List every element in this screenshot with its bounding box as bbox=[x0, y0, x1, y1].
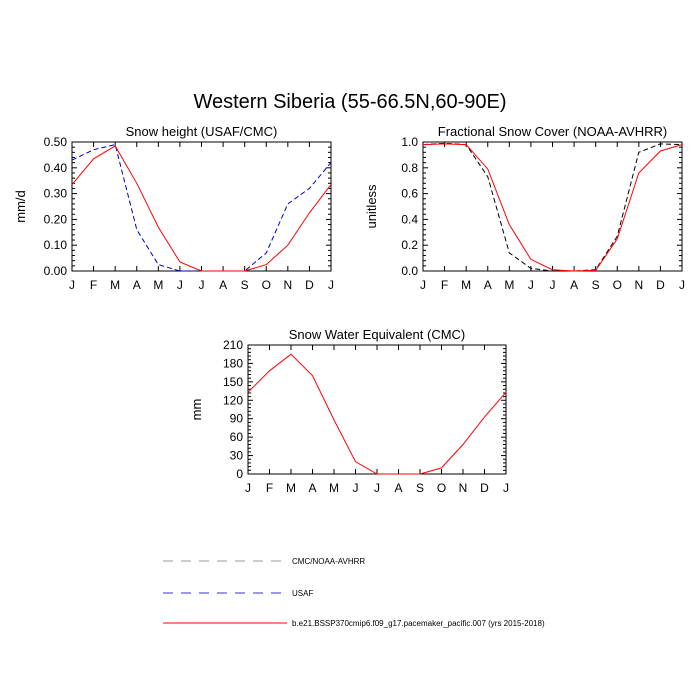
y-tick-label: 30 bbox=[230, 449, 244, 463]
y-axis-label: mm/d bbox=[13, 190, 28, 223]
x-tick-label: M bbox=[153, 278, 163, 292]
plot-frame bbox=[422, 141, 683, 272]
plot-frame bbox=[71, 141, 332, 272]
x-tick-label: A bbox=[133, 278, 141, 292]
series-line-dashed bbox=[422, 142, 683, 272]
x-tick-label: M bbox=[461, 278, 471, 292]
x-tick-label: A bbox=[308, 481, 316, 495]
x-tick-label: F bbox=[90, 278, 97, 292]
y-axis-label: mm bbox=[189, 399, 204, 421]
series-line-solid bbox=[247, 353, 507, 475]
y-tick-label: 0.00 bbox=[44, 264, 68, 278]
legend: CMC/NOAA-AVHRR USAF b.e21.BSSP370cmip6.f09… bbox=[163, 557, 545, 628]
y-tick-label: 60 bbox=[230, 430, 244, 444]
series-line-dashed bbox=[71, 144, 332, 272]
fractional-snow-cover-panel: Fractional Snow Cover (NOAA-AVHRR) unitle… bbox=[364, 124, 685, 292]
snow-height-panel: Snow height (USAF/CMC) mm/d 0.00 0.10 0.20 0.… bbox=[13, 124, 334, 292]
x-tick-label: J bbox=[177, 278, 183, 292]
y-tick-label: 0.6 bbox=[401, 187, 418, 201]
x-tick-label: J bbox=[374, 481, 380, 495]
x-tick-label: F bbox=[266, 481, 273, 495]
x-tick-label: J bbox=[245, 481, 251, 495]
x-tick-label: D bbox=[305, 278, 314, 292]
x-tick-label: D bbox=[480, 481, 489, 495]
y-tick-label: 1.0 bbox=[401, 135, 418, 149]
x-tick-label: N bbox=[283, 278, 292, 292]
panel-title: Fractional Snow Cover (NOAA-AVHRR) bbox=[438, 124, 667, 139]
y-axis-label: unitless bbox=[364, 184, 379, 229]
x-tick-label: N bbox=[459, 481, 468, 495]
y-tick-label: 0.30 bbox=[44, 187, 68, 201]
x-tick-label: M bbox=[329, 481, 339, 495]
snow-water-equivalent-panel: Snow Water Equivalent (CMC) mm 0 30 60 90 120 1… bbox=[189, 327, 509, 495]
y-tick-label: 0.4 bbox=[401, 212, 418, 226]
x-tick-label: J bbox=[420, 278, 426, 292]
y-tick-label: 0.0 bbox=[401, 264, 418, 278]
y-tick-label: 150 bbox=[223, 375, 243, 389]
y-tick-label: 210 bbox=[223, 338, 243, 352]
x-tick-label: D bbox=[656, 278, 665, 292]
x-tick-label: J bbox=[328, 278, 334, 292]
x-tick-label: M bbox=[504, 278, 514, 292]
x-tick-label: A bbox=[219, 278, 227, 292]
legend-label: b.e21.BSSP370cmip6.f09_g17.pacemaker_pac… bbox=[292, 619, 545, 628]
y-tick-label: 0.2 bbox=[401, 238, 418, 252]
x-tick-label: J bbox=[679, 278, 685, 292]
x-tick-label: F bbox=[441, 278, 448, 292]
y-tick-label: 0.50 bbox=[44, 135, 68, 149]
y-tick-label: 0.20 bbox=[44, 212, 68, 226]
y-tick-label: 120 bbox=[223, 393, 243, 407]
x-tick-label: J bbox=[550, 278, 556, 292]
y-tick-label: 90 bbox=[230, 412, 244, 426]
x-tick-label: J bbox=[353, 481, 359, 495]
x-tick-label: S bbox=[416, 481, 424, 495]
panel-title: Snow Water Equivalent (CMC) bbox=[289, 327, 466, 342]
x-tick-label: A bbox=[570, 278, 578, 292]
legend-label: USAF bbox=[292, 589, 313, 598]
x-tick-label: A bbox=[394, 481, 402, 495]
y-tick-label: 180 bbox=[223, 356, 243, 370]
plot-frame bbox=[247, 344, 507, 475]
x-tick-label: S bbox=[592, 278, 600, 292]
series-line-solid bbox=[422, 143, 683, 272]
x-tick-label: O bbox=[437, 481, 446, 495]
y-tick-label: 0.40 bbox=[44, 161, 68, 175]
x-tick-label: M bbox=[110, 278, 120, 292]
y-tick-label: 0.8 bbox=[401, 161, 418, 175]
x-tick-label: S bbox=[241, 278, 249, 292]
x-tick-label: J bbox=[503, 481, 509, 495]
panel-title: Snow height (USAF/CMC) bbox=[126, 124, 278, 139]
y-tick-label: 0.10 bbox=[44, 238, 68, 252]
x-tick-label: A bbox=[484, 278, 492, 292]
figure-title: Western Siberia (55-66.5N,60-90E) bbox=[193, 91, 506, 113]
x-tick-label: J bbox=[199, 278, 205, 292]
x-tick-label: N bbox=[634, 278, 643, 292]
x-tick-label: M bbox=[286, 481, 296, 495]
x-tick-label: J bbox=[69, 278, 75, 292]
x-tick-label: O bbox=[613, 278, 622, 292]
x-tick-label: J bbox=[528, 278, 534, 292]
x-tick-label: O bbox=[262, 278, 271, 292]
y-tick-label: 0 bbox=[236, 467, 243, 481]
series-line-solid bbox=[71, 145, 332, 272]
legend-label: CMC/NOAA-AVHRR bbox=[292, 557, 365, 566]
